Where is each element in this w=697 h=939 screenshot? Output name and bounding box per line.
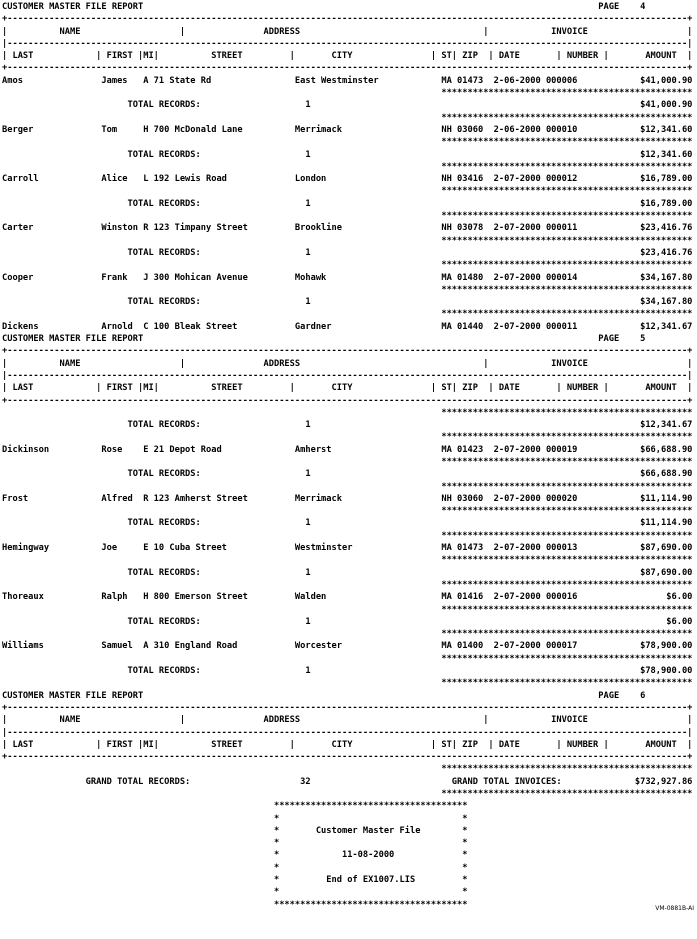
separator-stars: ****************************************… (2, 764, 693, 775)
total-row: TOTAL RECORDS: 1 $78,900.00 (2, 666, 693, 677)
figure-id-label: VM-0881B-AI (655, 905, 694, 912)
table-border: +---------------------------------------… (2, 14, 693, 25)
separator-stars: ****************************************… (2, 260, 693, 271)
table-column-header: | LAST | FIRST |MI| STREET | CITY | ST| … (2, 739, 693, 750)
separator-stars: ****************************************… (2, 678, 693, 689)
table-border: +---------------------------------------… (2, 346, 693, 357)
record-row: Cooper Frank J 300 Mohican Avenue Mohawk… (2, 272, 693, 283)
separator-stars: ****************************************… (2, 506, 693, 517)
total-row: TOTAL RECORDS: 1 $23,416.76 (2, 247, 693, 258)
report-body: CUSTOMER MASTER FILE REPORT PAGE 4 +----… (2, 1, 692, 911)
separator-stars: ****************************************… (2, 186, 693, 197)
separator-stars: ****************************************… (2, 629, 693, 640)
report-page-title: CUSTOMER MASTER FILE REPORT PAGE 6 (2, 690, 693, 701)
record-row: Williams Samuel A 310 England Road Worce… (2, 641, 693, 652)
separator-stars: ****************************************… (2, 432, 693, 443)
separator-stars: ****************************************… (2, 309, 693, 320)
record-row: Dickens Arnold C 100 Bleak Street Gardne… (2, 321, 693, 332)
separator-stars: ****************************************… (2, 579, 693, 590)
table-border: +---------------------------------------… (2, 395, 693, 406)
separator-stars: ****************************************… (2, 137, 693, 148)
end-box-row: * * (2, 862, 693, 873)
total-row: TOTAL RECORDS: 1 $6.00 (2, 616, 693, 627)
record-row: Carroll Alice L 192 Lewis Road London NH… (2, 174, 693, 185)
record-row: Carter Winston R 123 Timpany Street Broo… (2, 223, 693, 234)
separator-stars: ****************************************… (2, 284, 693, 295)
report-page-title: CUSTOMER MASTER FILE REPORT PAGE 4 (2, 2, 693, 12)
end-box-row: * End of EX1007.LIS * (2, 875, 693, 886)
separator-stars: ****************************************… (2, 653, 693, 664)
end-box-row: * * (2, 813, 693, 824)
table-border: +---------------------------------------… (2, 702, 693, 713)
separator-stars: ****************************************… (2, 407, 693, 418)
total-row: TOTAL RECORDS: 1 $34,167.80 (2, 297, 693, 308)
total-row: TOTAL RECORDS: 1 $16,789.00 (2, 198, 693, 209)
record-row: Frost Alfred R 123 Amherst Street Merrim… (2, 493, 693, 504)
total-row: TOTAL RECORDS: 1 $12,341.60 (2, 149, 693, 160)
total-row: TOTAL RECORDS: 1 $11,114.90 (2, 518, 693, 529)
end-box-row: * Customer Master File * (2, 825, 693, 836)
separator-stars: ****************************************… (2, 604, 693, 615)
end-box-row: * * (2, 838, 693, 849)
table-border: +---------------------------------------… (2, 752, 693, 763)
separator-stars: ****************************************… (2, 211, 693, 222)
total-row: TOTAL RECORDS: 1 $41,000.90 (2, 100, 693, 111)
table-section-header: | NAME | ADDRESS | INVOICE | (2, 26, 693, 37)
table-header-separator: |---------------------------------------… (2, 370, 693, 381)
table-column-header: | LAST | FIRST |MI| STREET | CITY | ST| … (2, 383, 693, 394)
grand-total-row: GRAND TOTAL RECORDS: 32 GRAND TOTAL INVO… (2, 776, 693, 787)
table-column-header: | LAST | FIRST |MI| STREET | CITY | ST| … (2, 51, 693, 62)
end-box-row: * 11-08-2000 * (2, 850, 693, 861)
separator-stars: ****************************************… (2, 112, 693, 123)
table-section-header: | NAME | ADDRESS | INVOICE | (2, 715, 693, 726)
separator-stars: ****************************************… (2, 481, 693, 492)
table-header-separator: |---------------------------------------… (2, 727, 693, 738)
record-row: Amos James A 71 State Rd East Westminste… (2, 75, 693, 86)
total-row: TOTAL RECORDS: 1 $66,688.90 (2, 469, 693, 480)
separator-stars: ****************************************… (2, 88, 693, 99)
end-box-row: * * (2, 887, 693, 898)
record-row: Dickinson Rose E 21 Depot Road Amherst M… (2, 444, 693, 455)
table-border: +---------------------------------------… (2, 63, 693, 74)
end-box-border: ************************************* (2, 899, 693, 910)
separator-stars: ****************************************… (2, 161, 693, 172)
separator-stars: ****************************************… (2, 555, 693, 566)
separator-stars: ****************************************… (2, 235, 693, 246)
end-box-border: ************************************* (2, 801, 693, 812)
separator-stars: ****************************************… (2, 789, 693, 799)
table-section-header: | NAME | ADDRESS | INVOICE | (2, 358, 693, 369)
separator-stars: ****************************************… (2, 456, 693, 467)
report-page-title: CUSTOMER MASTER FILE REPORT PAGE 5 (2, 334, 693, 345)
separator-stars: ****************************************… (2, 530, 693, 541)
record-row: Thoreaux Ralph H 800 Emerson Street Wald… (2, 592, 693, 603)
record-row: Hemingway Joe E 10 Cuba Street Westminst… (2, 543, 693, 554)
table-header-separator: |---------------------------------------… (2, 38, 693, 49)
record-row: Berger Tom H 700 McDonald Lane Merrimack… (2, 124, 693, 135)
total-row: TOTAL RECORDS: 1 $12,341.67 (2, 420, 693, 431)
total-row: TOTAL RECORDS: 1 $87,690.00 (2, 567, 693, 578)
